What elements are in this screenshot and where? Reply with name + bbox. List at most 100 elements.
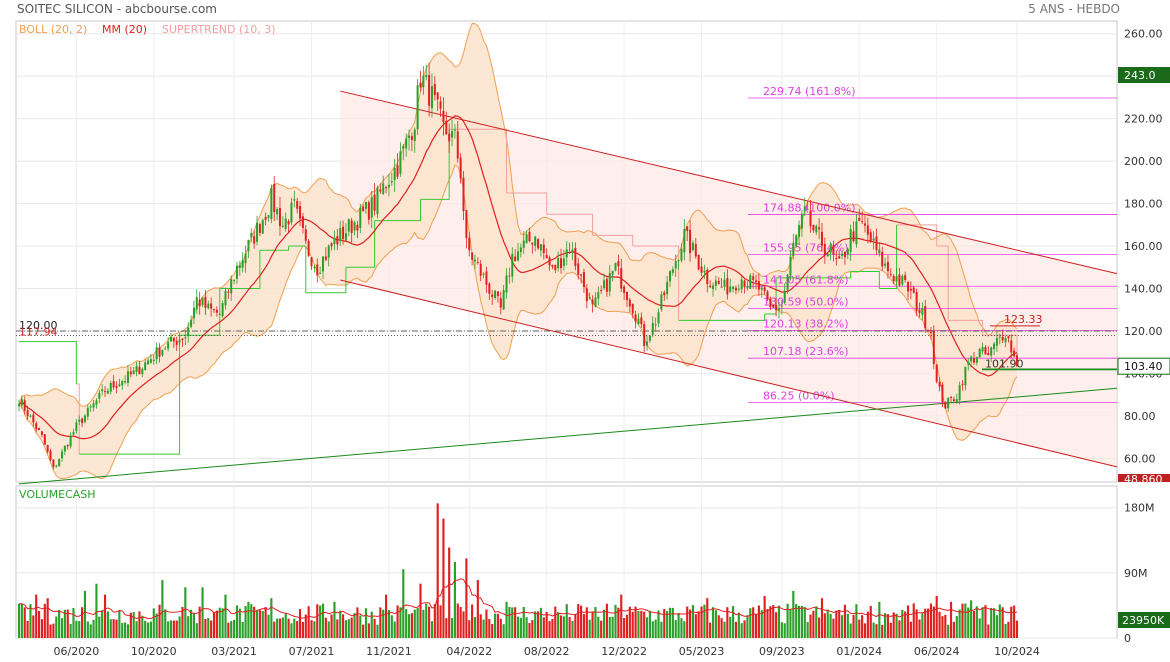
volume-bar: [132, 612, 135, 638]
candle-body: [270, 187, 273, 219]
volume-bar: [385, 594, 388, 638]
volume-bar: [330, 614, 333, 638]
volume-bar: [562, 616, 565, 638]
candle-body: [640, 317, 643, 325]
volume-last-tag: [1118, 612, 1170, 628]
volume-bars: [17, 503, 1019, 638]
volume-bar: [287, 618, 290, 638]
candle-body: [855, 221, 858, 245]
candle-body: [537, 239, 540, 249]
volume-bar: [413, 609, 416, 638]
volume-bar: [645, 617, 649, 638]
candle-body: [858, 217, 861, 222]
volume-bar: [580, 605, 583, 638]
candle-body: [20, 399, 23, 406]
candle-body: [319, 272, 322, 274]
candle-body: [72, 432, 75, 435]
fib-level-label: 107.18 (23.6%): [763, 345, 849, 358]
chart-period: 5 ANS - HEBDO: [1028, 2, 1120, 16]
candle-body: [560, 258, 563, 269]
candle-body: [347, 219, 350, 232]
candle-body: [327, 245, 330, 258]
volume-bar: [43, 603, 46, 638]
volume-bar: [244, 605, 247, 638]
candle-body: [691, 242, 694, 250]
candle-body: [554, 265, 557, 270]
volume-bar: [568, 617, 571, 638]
volume-bar: [918, 619, 921, 638]
candle-body: [353, 222, 356, 231]
last-price-tag: [1117, 357, 1170, 375]
candle-body: [984, 347, 987, 355]
last-price-tag-label: 103.40: [1124, 360, 1163, 373]
high-price-tag: [1118, 67, 1170, 83]
volume-bar: [72, 607, 75, 638]
supertrend-segment: [632, 245, 680, 321]
volume-bar: [723, 621, 726, 638]
candle-body: [878, 249, 881, 254]
volume-bar: [623, 618, 626, 638]
trend-line: [18, 387, 1118, 485]
channel-lower-line: [340, 279, 1118, 468]
candle-body: [769, 298, 772, 308]
candle-body: [293, 199, 296, 201]
candle-body: [144, 362, 147, 370]
volume-bar: [267, 614, 270, 638]
candle-body: [258, 224, 261, 233]
candle-body: [694, 244, 697, 257]
volume-bar: [78, 621, 81, 638]
candle-body: [213, 309, 216, 311]
low-price-tag-label: 48.860: [1124, 473, 1163, 486]
volume-panel-title: VOLUMECASH: [19, 488, 96, 501]
candle-body: [141, 368, 144, 375]
candle-body: [61, 451, 64, 459]
volume-bar: [585, 607, 588, 638]
candle-body: [588, 297, 591, 299]
volume-bar: [582, 614, 586, 638]
volume-bar: [387, 610, 391, 638]
candle-body: [717, 280, 720, 284]
volume-last-tag-label: 23950K: [1122, 614, 1165, 627]
candle-body: [519, 247, 522, 253]
volume-bar: [602, 609, 606, 638]
candle-body: [703, 270, 706, 273]
volume-bar: [491, 624, 494, 638]
volume-bar: [648, 610, 651, 638]
volume-bar: [858, 619, 861, 638]
candle-body: [915, 291, 918, 311]
y-tick-label: 220.00: [1124, 113, 1163, 126]
fib-level-label: 155.95 (76.4%): [763, 242, 849, 255]
candle-body: [496, 291, 499, 297]
volume-bar: [565, 604, 568, 638]
volume-bar: [869, 605, 872, 638]
volume-bar: [89, 624, 92, 638]
candle-body: [376, 187, 379, 215]
volume-bar: [212, 612, 216, 638]
volume-bar: [674, 620, 677, 638]
candle-body: [422, 75, 425, 88]
x-tick-label: 10/2020: [131, 645, 177, 658]
volume-bar: [471, 604, 474, 638]
candle-body: [290, 202, 293, 223]
volume-bar: [316, 604, 319, 638]
candle-body: [812, 224, 815, 231]
candle-body: [416, 85, 419, 130]
volume-bar: [499, 618, 502, 638]
candle-body: [654, 324, 657, 326]
volume-bar: [324, 617, 327, 638]
candle-body: [634, 314, 637, 322]
candle-body: [792, 242, 795, 256]
volume-bar: [433, 604, 436, 638]
volume-bar: [740, 623, 743, 638]
volume-bar: [952, 621, 955, 638]
volume-bar: [754, 613, 758, 638]
candle-body: [820, 231, 823, 246]
candle-body: [89, 406, 92, 408]
candle-body: [895, 276, 898, 282]
candle-body: [752, 276, 755, 280]
volume-bar: [333, 601, 336, 638]
candle-body: [112, 381, 115, 388]
volume-bar: [671, 607, 674, 638]
candle-body: [49, 450, 52, 460]
candle-body: [714, 280, 717, 286]
